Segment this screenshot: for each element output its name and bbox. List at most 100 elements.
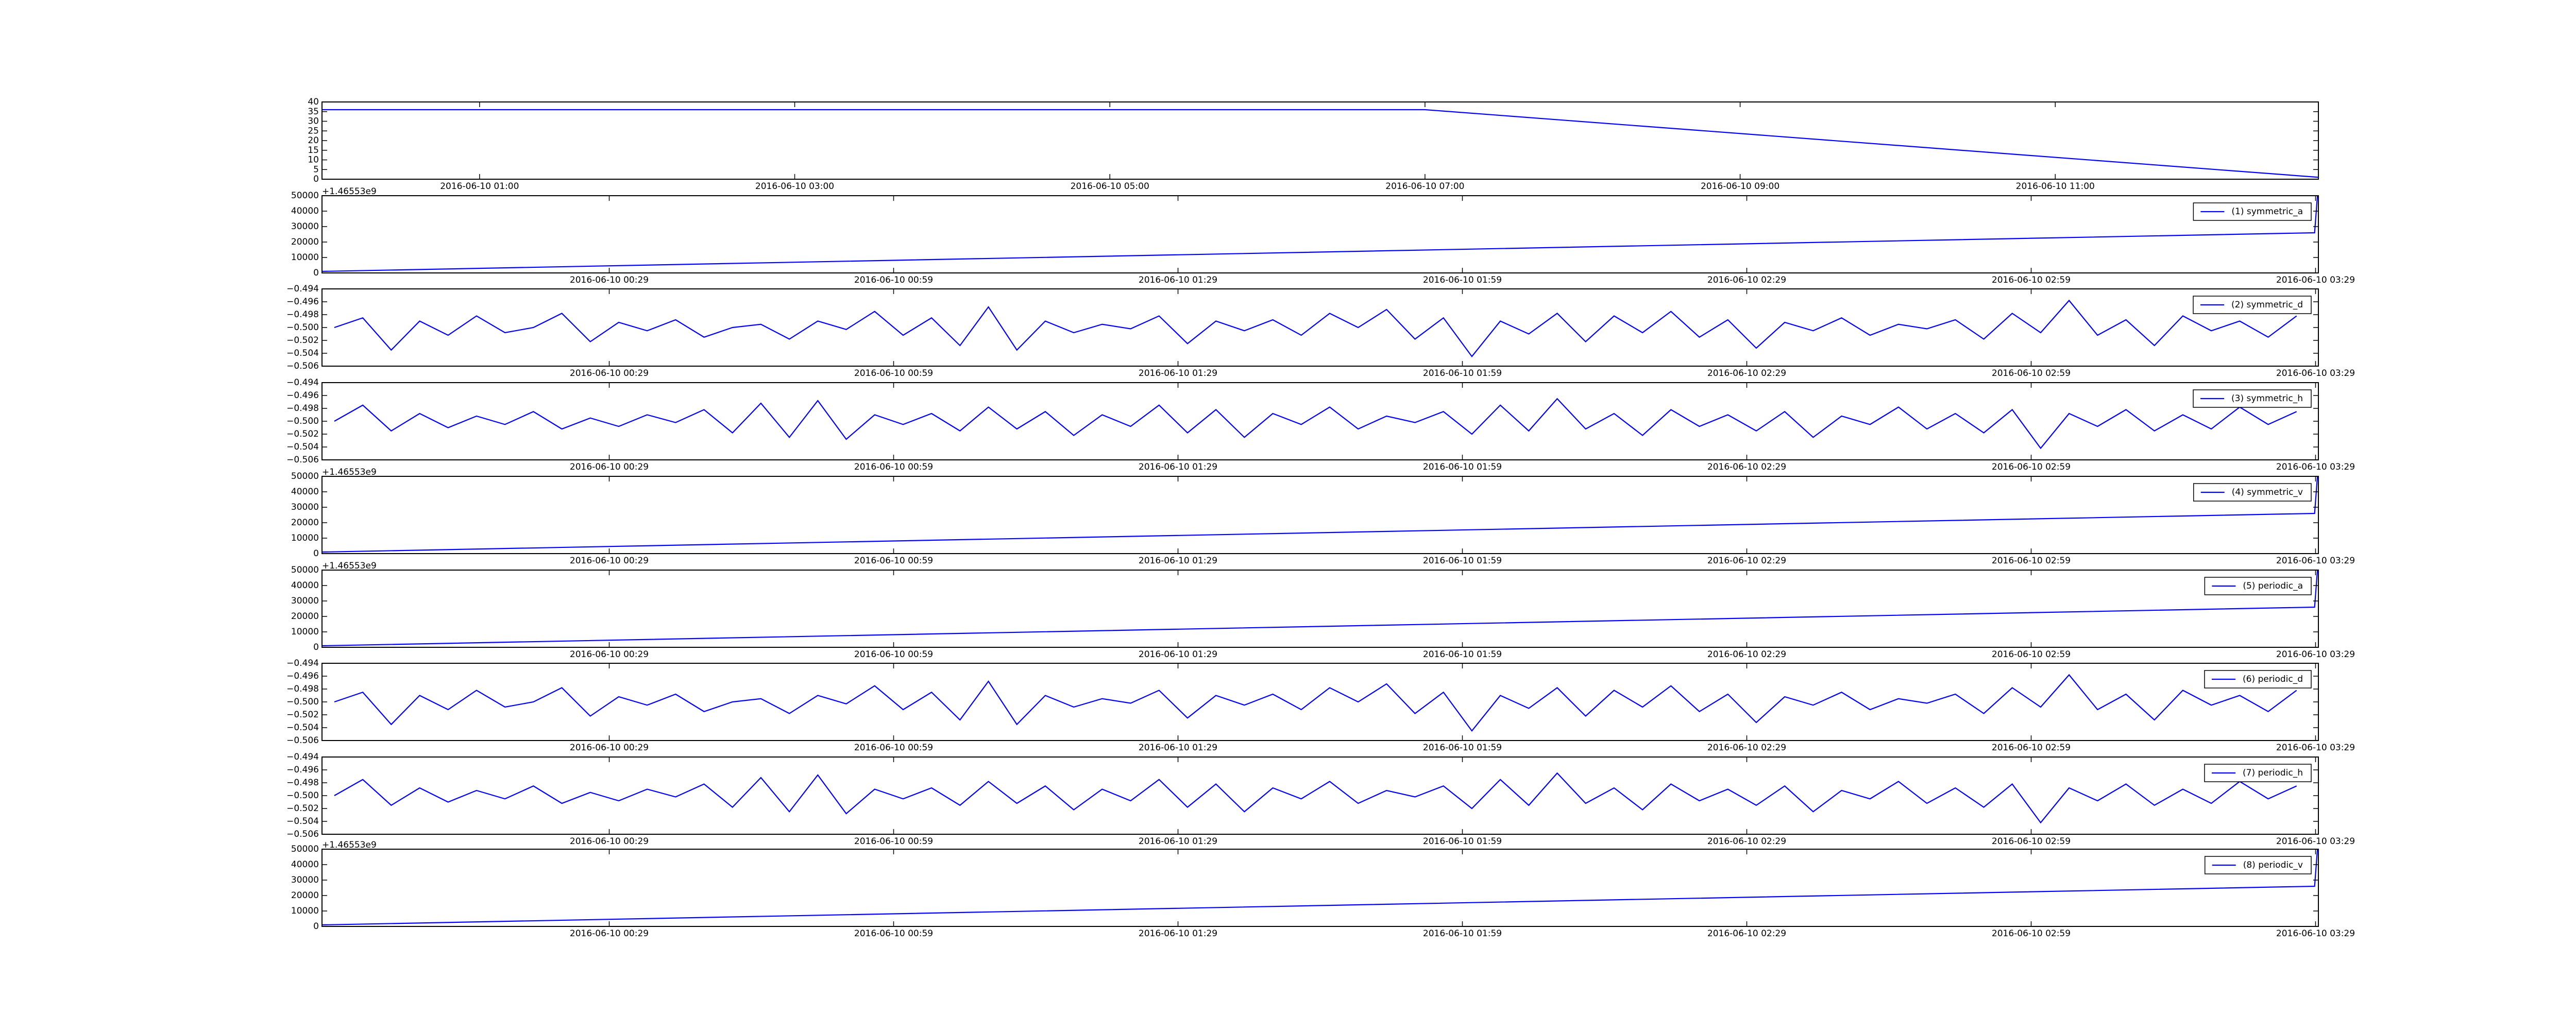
legend: (8) periodic_v [2204,856,2312,874]
subplot: −0.506 −0.504 −0.502 −0.500 −0.498 −0.496 −0.4… [286,658,2355,753]
offset-text: +1.46553e9 [322,467,377,477]
y-tick-label: −0.500 [286,790,319,801]
offset-text: +1.46553e9 [322,186,377,197]
legend: (5) periodic_a [2204,577,2312,595]
x-tick-label: 2016-06-10 09:00 [1701,181,1780,192]
y-tick-label: −0.506 [286,735,319,746]
x-tick-label: 2016-06-10 03:29 [2276,743,2355,753]
legend: (3) symmetric_h [2193,389,2312,408]
x-tick-label: 2016-06-10 00:29 [570,368,649,379]
data-line [322,109,2318,178]
legend-label: (8) periodic_v [2243,860,2303,870]
axes-frame [321,849,2319,927]
x-tick-label: 2016-06-10 00:29 [570,556,649,566]
y-tick-label: −0.504 [286,442,319,452]
data-line [334,674,2297,732]
subplot: 0 10000 20000 30000 40000 50000 2016-06-10 00:… [291,186,2355,285]
x-tick-label: 2016-06-10 02:59 [1992,928,2071,939]
plot-area [322,570,2318,647]
y-tick-label: −0.494 [286,752,319,762]
plot-area [322,289,2318,366]
y-tick-label: 50000 [291,191,319,201]
y-tick-label: 40000 [291,580,319,591]
x-tick-label: 2016-06-10 01:59 [1423,462,1502,472]
x-tick-label: 2016-06-10 02:59 [1992,836,2071,847]
plot-lines [322,476,2318,553]
y-tick-label: −0.500 [286,416,319,426]
legend: (4) symmetric_v [2193,483,2312,502]
axes-frame [321,476,2319,554]
x-tick-label: 2016-06-10 02:29 [1707,556,1786,566]
data-line [334,398,2297,450]
data-line [334,772,2297,824]
x-tick-label: 2016-06-10 00:59 [854,556,933,566]
x-tick-label: 2016-06-10 02:29 [1707,743,1786,753]
y-tick-label: −0.504 [286,723,319,733]
plot-area [322,196,2318,273]
legend-label: (2) symmetric_d [2231,300,2303,310]
x-tick-label: 2016-06-10 01:29 [1139,928,1217,939]
legend-label: (6) periodic_d [2243,674,2303,684]
y-tick-label: 30000 [291,875,319,885]
y-tick-label: 10000 [291,252,319,263]
y-tick-label: 10 [308,155,319,165]
x-tick-label: 2016-06-10 00:59 [854,928,933,939]
x-tick-label: 2016-06-10 00:29 [570,649,649,660]
x-tick-label: 2016-06-10 03:00 [755,181,834,192]
y-tick-label: 25 [308,126,319,136]
x-tick-label: 2016-06-10 01:59 [1423,743,1502,753]
y-tick-label: 10000 [291,533,319,543]
y-tick-label: 20000 [291,611,319,622]
x-tick-label: 2016-06-10 01:59 [1423,368,1502,379]
y-tick-label: −0.502 [286,710,319,720]
x-tick-label: 2016-06-10 03:29 [2276,556,2355,566]
legend-box [2193,483,2312,502]
x-tick-label: 2016-06-10 00:59 [854,743,933,753]
subplot: −0.506 −0.504 −0.502 −0.500 −0.498 −0.496 −0.4… [286,377,2355,472]
data-line [322,476,2318,553]
x-tick-label: 2016-06-10 02:29 [1707,928,1786,939]
y-tick-label: 40000 [291,859,319,870]
y-tick-label: 10000 [291,627,319,637]
y-tick-label: −0.506 [286,455,319,465]
subplot: −0.506 −0.504 −0.502 −0.500 −0.498 −0.496 −0.4… [286,284,2355,379]
x-tick-label: 2016-06-10 01:29 [1139,649,1217,660]
legend: (6) periodic_d [2204,670,2312,689]
y-tick-label: 0 [313,268,319,278]
x-tick-label: 2016-06-10 00:29 [570,743,649,753]
legend-label: (5) periodic_a [2243,581,2303,591]
subplot: 0 10000 20000 30000 40000 50000 2016-06-10 00:… [291,840,2355,939]
y-tick-label: 50000 [291,471,319,481]
x-tick-label: 2016-06-10 00:29 [570,928,649,939]
x-tick-label: 2016-06-10 01:29 [1139,275,1217,285]
x-tick-label: 2016-06-10 01:00 [440,181,519,192]
y-tick-label: −0.506 [286,829,319,839]
y-tick-label: −0.502 [286,429,319,439]
subplot: 0 10000 20000 30000 40000 50000 2016-06-10 00:… [291,561,2355,660]
axes-frame [321,195,2319,273]
x-tick-label: 2016-06-10 00:59 [854,836,933,847]
y-tick-label: −0.500 [286,697,319,707]
y-tick-label: −0.496 [286,390,319,401]
plot-lines [322,109,2318,178]
data-line [322,849,2318,926]
y-tick-label: −0.504 [286,816,319,827]
x-tick-label: 2016-06-10 03:29 [2276,462,2355,472]
subplot: 0 10000 20000 30000 40000 50000 2016-06-10 00:… [291,467,2355,566]
x-tick-label: 2016-06-10 02:29 [1707,368,1786,379]
y-tick-label: −0.494 [286,377,319,388]
y-tick-label: −0.496 [286,671,319,681]
x-tick-label: 2016-06-10 03:29 [2276,275,2355,285]
x-tick-label: 2016-06-10 03:29 [2276,836,2355,847]
y-tick-label: −0.506 [286,361,319,371]
y-tick-label: −0.502 [286,803,319,814]
x-tick-label: 2016-06-10 01:29 [1139,462,1217,472]
x-tick-label: 2016-06-10 03:29 [2276,649,2355,660]
x-tick-label: 2016-06-10 03:29 [2276,368,2355,379]
y-tick-label: −0.496 [286,765,319,775]
legend: (2) symmetric_d [2193,296,2312,314]
x-tick-label: 2016-06-10 02:29 [1707,275,1786,285]
axes-frame [321,570,2319,648]
data-line [334,299,2297,358]
x-tick-label: 2016-06-10 11:00 [2016,181,2095,192]
